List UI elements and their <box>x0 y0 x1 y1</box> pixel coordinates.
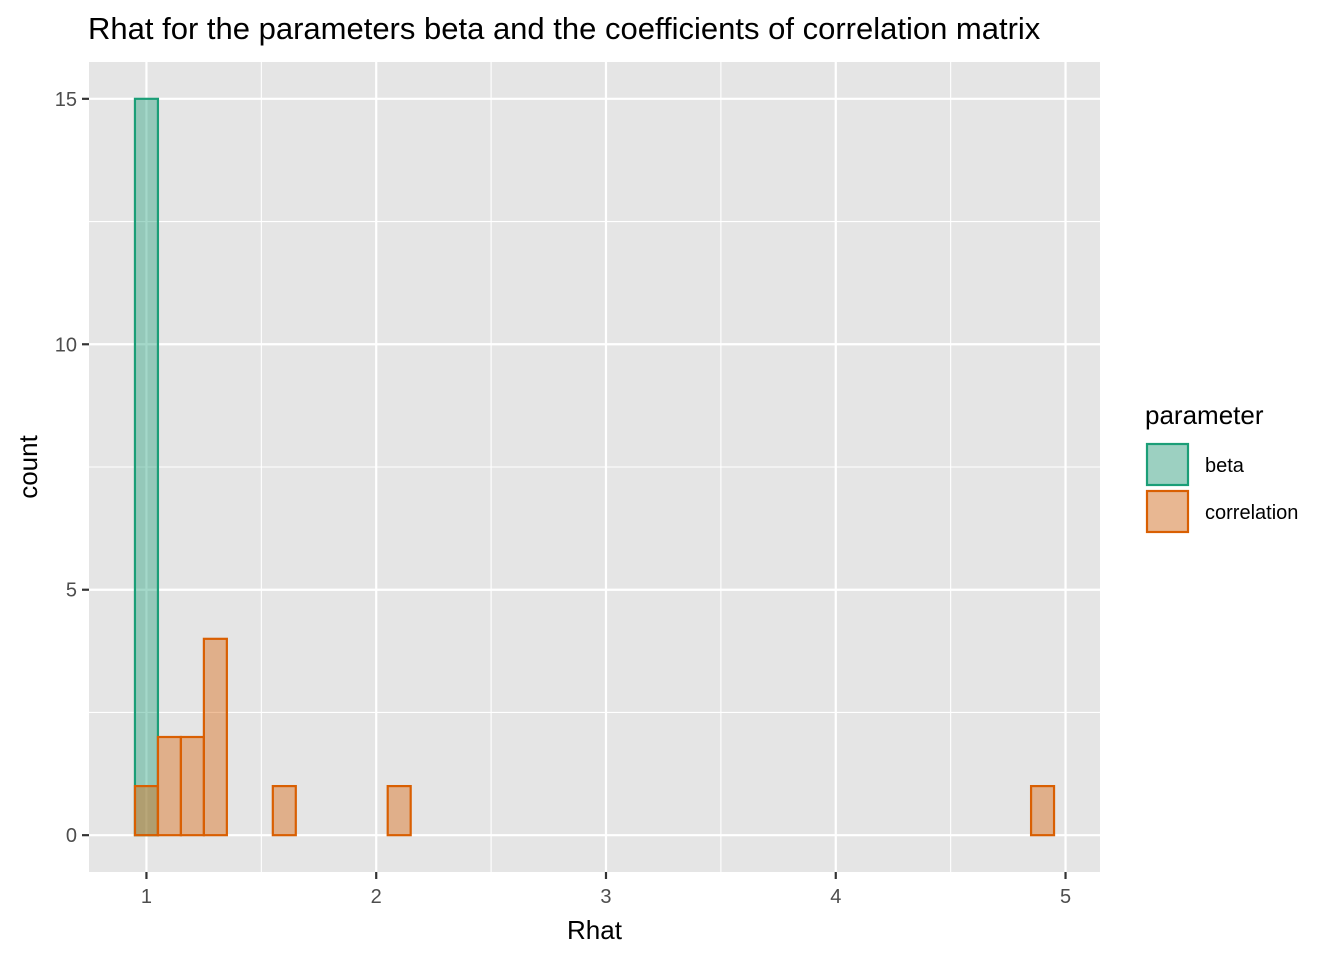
legend-key-background <box>1146 490 1189 533</box>
y-tick-label: 5 <box>66 580 77 602</box>
y-tick-label: 10 <box>55 334 77 356</box>
legend: parameter beta correlation <box>1145 400 1298 534</box>
x-tick-label: 1 <box>141 886 152 908</box>
bars-correlation <box>133 637 1056 837</box>
grid-major <box>89 62 1100 872</box>
legend-label-beta: beta <box>1205 455 1245 477</box>
legend-label-correlation: correlation <box>1205 502 1298 524</box>
bar-correlation <box>156 735 183 837</box>
legend-key-correlation <box>1145 489 1190 534</box>
y-tick-label: 0 <box>66 825 77 847</box>
bar-correlation <box>386 784 412 837</box>
legend-key-background <box>1146 443 1189 486</box>
legend-key-beta <box>1145 442 1190 487</box>
x-tick-label: 3 <box>600 886 611 908</box>
legend-title: parameter <box>1145 400 1264 430</box>
bar-beta <box>133 97 160 837</box>
bar-correlation <box>1029 784 1056 837</box>
x-axis: 1 2 3 4 5 <box>141 872 1071 908</box>
bar-correlation <box>179 735 205 837</box>
chart-title: Rhat for the parameters beta and the coe… <box>88 11 1041 46</box>
bar-correlation <box>133 784 160 837</box>
legend-items: beta correlation <box>1145 442 1298 534</box>
bars-beta <box>133 97 160 837</box>
y-axis-title: count <box>13 434 43 498</box>
x-tick-label: 5 <box>1060 886 1071 908</box>
bar-correlation <box>202 637 228 837</box>
bar-correlation <box>271 784 297 837</box>
x-axis-title: Rhat <box>567 915 623 945</box>
y-axis: 0 5 10 15 <box>55 89 89 847</box>
y-tick-label: 15 <box>55 89 77 111</box>
x-tick-label: 4 <box>830 886 841 908</box>
grid-minor <box>89 62 1100 872</box>
x-tick-label: 2 <box>371 886 382 908</box>
